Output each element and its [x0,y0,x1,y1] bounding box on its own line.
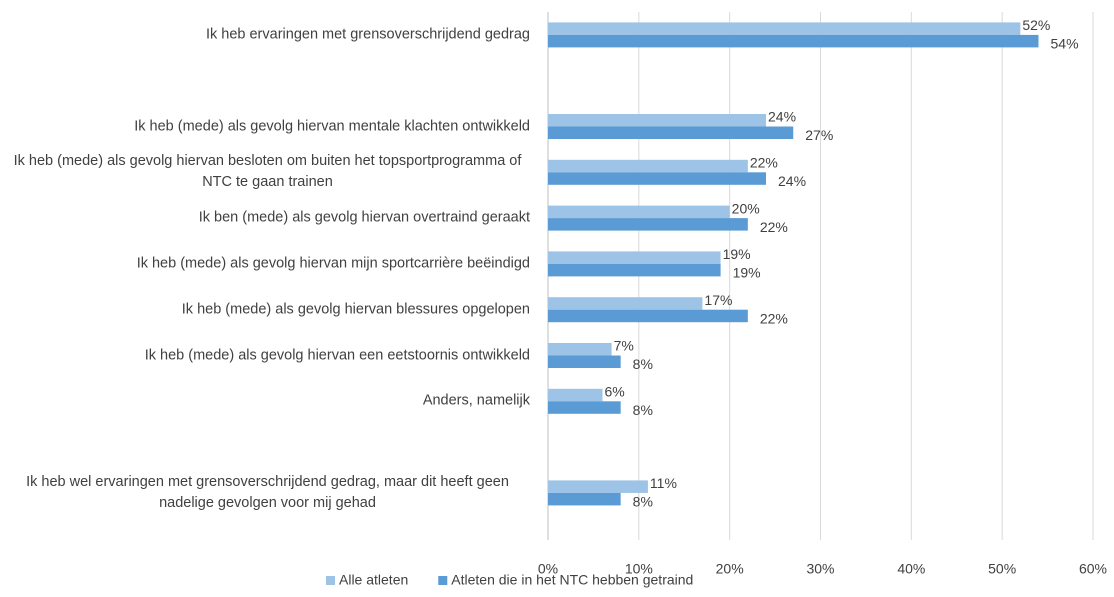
category-label: Ik heb wel ervaringen met grensoverschri… [26,473,509,511]
data-label: 24% [768,109,796,125]
category-label: Ik ben (mede) als gevolg hiervan overtra… [198,209,530,226]
bar [548,34,1039,48]
data-label: 52% [1022,17,1050,33]
x-tick-label: 10% [625,561,653,577]
data-label: 19% [723,246,751,262]
bar [548,492,621,506]
x-tick-label: 30% [806,561,834,577]
bar [548,388,603,402]
category-label: Ik heb (mede) als gevolg hiervan beslote… [13,153,522,191]
legend-label: Alle atleten [339,572,408,588]
x-tick-label: 60% [1079,561,1107,577]
legend-label: Atleten die in het NTC hebben getraind [451,572,693,588]
data-label: 27% [805,127,833,143]
bar [548,343,612,356]
bar [548,22,1021,35]
data-label: 22% [750,155,778,171]
data-label: 11% [650,475,677,491]
data-label: 8% [633,494,653,510]
bar [548,480,648,493]
bar [548,218,748,231]
data-label: 54% [1051,36,1079,52]
bar [548,355,621,368]
x-tick-label: 20% [716,561,744,577]
data-label: 7% [614,338,634,354]
category-label: Ik heb (mede) als gevolg hiervan blessur… [181,301,530,318]
data-label: 24% [778,173,806,189]
data-label: 6% [605,384,625,400]
bar [548,205,730,219]
x-tick-label: 0% [538,561,558,577]
x-tick-label: 40% [897,561,925,577]
bar [548,172,766,185]
data-label: 20% [732,200,760,216]
bar [548,401,621,414]
legend-swatch [326,576,335,585]
bar [548,297,703,310]
data-label: 8% [633,402,653,418]
data-label: 22% [760,219,788,235]
category-label: Ik heb (mede) als gevolg hiervan mentale… [134,118,530,134]
bar [548,251,721,264]
data-label: 8% [633,356,653,372]
data-label: 19% [733,265,761,281]
bar [548,159,748,173]
bar [548,263,721,277]
bar [548,126,794,139]
category-label: Ik heb ervaringen met grensoverschrijden… [205,26,530,43]
category-label: Anders, namelijk [422,392,530,409]
category-label: Ik heb (mede) als gevolg hiervan een eet… [144,347,530,363]
bar [548,114,766,127]
category-label: Ik heb (mede) als gevolg hiervan mijn sp… [136,255,530,272]
legend-swatch [438,576,448,585]
bar [548,309,748,323]
data-label: 22% [760,310,788,326]
x-tick-label: 50% [988,561,1016,577]
data-label: 17% [704,292,732,308]
